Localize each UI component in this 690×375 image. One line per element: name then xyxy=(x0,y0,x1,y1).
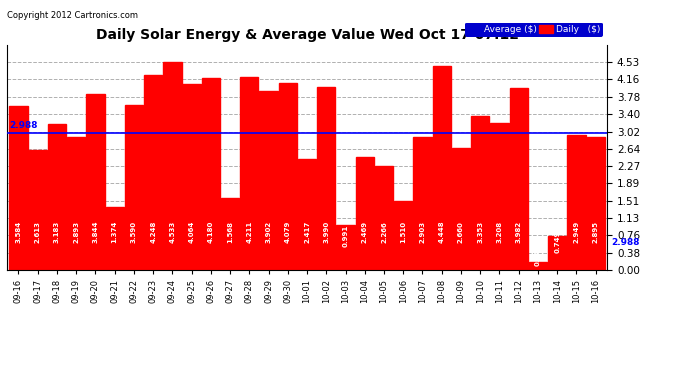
Bar xyxy=(182,84,201,270)
Bar xyxy=(452,148,470,270)
Text: 3.590: 3.590 xyxy=(131,220,137,243)
Bar xyxy=(413,137,432,270)
Text: 4.448: 4.448 xyxy=(439,220,445,243)
Bar xyxy=(298,159,316,270)
Bar xyxy=(279,83,297,270)
Text: 2.949: 2.949 xyxy=(573,220,580,243)
Text: 2.893: 2.893 xyxy=(73,220,79,243)
Bar xyxy=(28,150,47,270)
Text: 0.169: 0.169 xyxy=(535,244,541,266)
Text: 2.417: 2.417 xyxy=(304,220,310,243)
Text: 2.903: 2.903 xyxy=(420,220,426,243)
Bar xyxy=(48,124,66,270)
Bar xyxy=(529,262,547,270)
Text: 3.584: 3.584 xyxy=(15,220,21,243)
Text: 2.895: 2.895 xyxy=(593,220,599,243)
Bar xyxy=(144,75,162,270)
Bar xyxy=(375,166,393,270)
Text: 2.266: 2.266 xyxy=(381,221,387,243)
Text: 2.469: 2.469 xyxy=(362,220,368,243)
Text: 2.613: 2.613 xyxy=(34,220,41,243)
Text: 2.988: 2.988 xyxy=(611,238,640,247)
Bar xyxy=(106,207,124,270)
Bar xyxy=(567,135,586,270)
Text: 4.533: 4.533 xyxy=(169,220,175,243)
Text: 3.183: 3.183 xyxy=(54,220,60,243)
Bar xyxy=(317,87,335,270)
Text: 0.991: 0.991 xyxy=(342,225,348,247)
Bar xyxy=(471,116,489,270)
Text: 1.568: 1.568 xyxy=(227,220,233,243)
Bar xyxy=(201,78,220,270)
Bar xyxy=(67,137,86,270)
Bar xyxy=(86,94,105,270)
Bar xyxy=(164,62,181,270)
Text: 3.902: 3.902 xyxy=(266,220,272,243)
Text: 3.844: 3.844 xyxy=(92,220,99,243)
Bar xyxy=(586,137,605,270)
Text: 2.988: 2.988 xyxy=(9,122,37,130)
Bar xyxy=(355,157,374,270)
Bar xyxy=(433,66,451,270)
Bar xyxy=(491,123,509,270)
Bar xyxy=(337,225,355,270)
Text: Copyright 2012 Cartronics.com: Copyright 2012 Cartronics.com xyxy=(7,11,138,20)
Bar xyxy=(394,201,413,270)
Bar xyxy=(259,91,277,270)
Title: Daily Solar Energy & Average Value Wed Oct 17 07:12: Daily Solar Energy & Average Value Wed O… xyxy=(95,28,519,42)
Text: 4.064: 4.064 xyxy=(188,220,195,243)
Text: 3.208: 3.208 xyxy=(496,220,502,243)
Text: 2.660: 2.660 xyxy=(458,220,464,243)
Text: 4.248: 4.248 xyxy=(150,220,156,243)
Legend: Average ($), Daily   ($): Average ($), Daily ($) xyxy=(465,22,602,37)
Bar xyxy=(509,87,528,270)
Text: 1.510: 1.510 xyxy=(400,220,406,243)
Bar xyxy=(240,77,259,270)
Bar xyxy=(548,236,566,270)
Bar xyxy=(9,106,28,270)
Text: 4.079: 4.079 xyxy=(285,220,290,243)
Text: 3.982: 3.982 xyxy=(515,220,522,243)
Text: 0.749: 0.749 xyxy=(554,231,560,253)
Text: 3.990: 3.990 xyxy=(324,220,329,243)
Text: 4.211: 4.211 xyxy=(246,220,253,243)
Text: 1.374: 1.374 xyxy=(112,220,118,243)
Text: 4.180: 4.180 xyxy=(208,220,214,243)
Bar xyxy=(221,198,239,270)
Bar xyxy=(125,105,143,270)
Text: 3.353: 3.353 xyxy=(477,220,483,243)
